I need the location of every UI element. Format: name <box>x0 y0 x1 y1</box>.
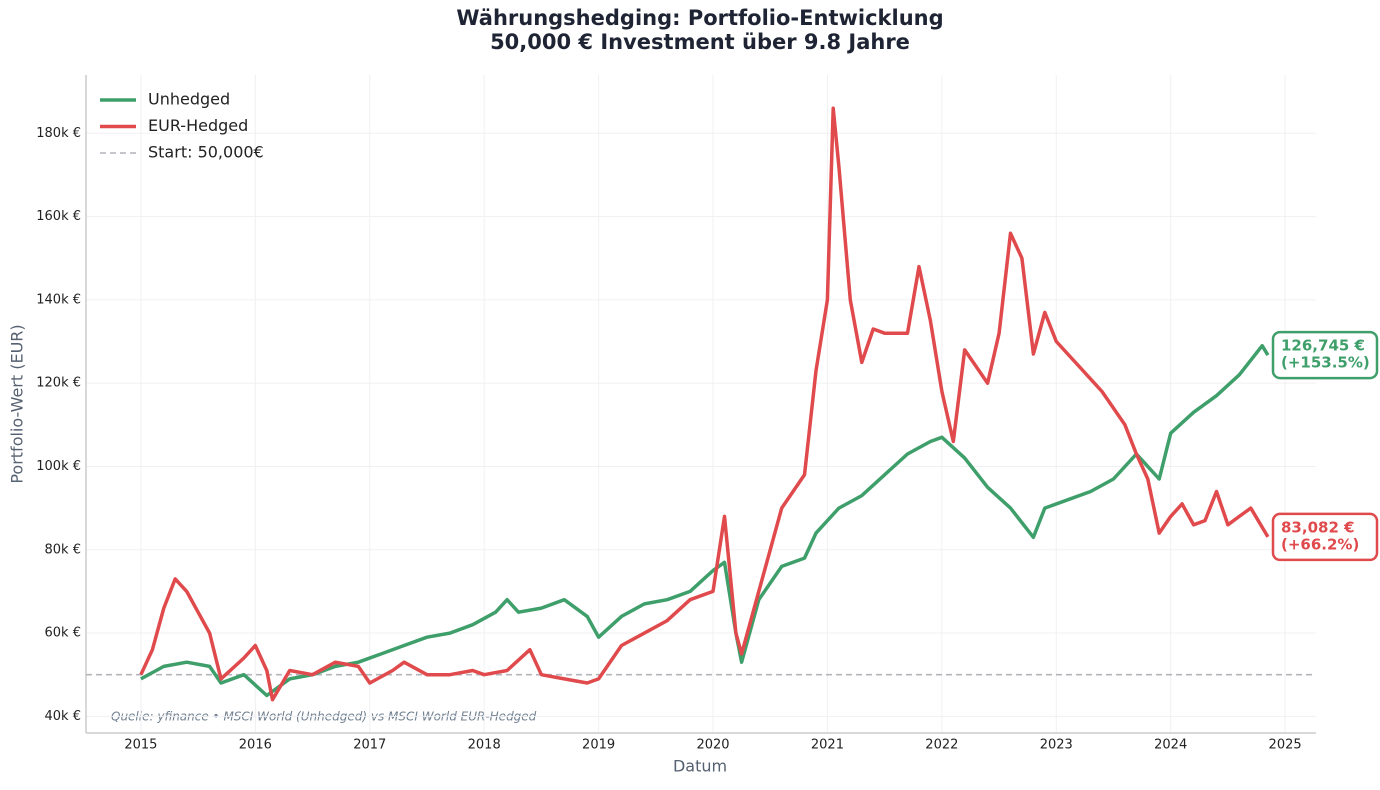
y-tick-label: 180k € <box>36 126 81 141</box>
x-tick-label: 2018 <box>468 738 501 753</box>
x-tick-label: 2022 <box>925 738 958 753</box>
x-tick-label: 2015 <box>124 738 157 753</box>
chart-title: Währungshedging: Portfolio-Entwicklung <box>456 6 943 30</box>
series-line <box>140 343 1270 698</box>
end-label-box <box>1271 512 1379 562</box>
end-label: (+66.2%) <box>1281 535 1359 553</box>
x-tick-label: 2020 <box>696 738 729 753</box>
chart-subtitle: 50,000 € Investment über 9.8 Jahre <box>490 30 910 54</box>
y-tick-label: 40k € <box>45 709 81 724</box>
y-axis-label: Portfolio-Wert (EUR) <box>8 324 27 483</box>
y-tick-label: 80k € <box>45 542 81 557</box>
end-label: 126,745 € <box>1281 337 1365 355</box>
y-tick-label: 160k € <box>36 209 81 224</box>
end-label: (+153.5%) <box>1281 354 1370 372</box>
x-tick-label: 2019 <box>582 738 615 753</box>
legend-label: Start: 50,000€ <box>148 143 264 162</box>
x-tick-label: 2024 <box>1154 738 1187 753</box>
end-label-box <box>1271 330 1379 380</box>
x-tick-label: 2016 <box>239 738 272 753</box>
series-line <box>139 106 1270 702</box>
x-tick-label: 2023 <box>1040 738 1073 753</box>
y-tick-label: 60k € <box>45 626 81 641</box>
y-tick-label: 100k € <box>36 459 81 474</box>
x-tick-label: 2025 <box>1269 738 1302 753</box>
x-tick-label: 2017 <box>353 738 386 753</box>
legend-label: Unhedged <box>148 90 230 109</box>
y-tick-label: 120k € <box>36 376 81 391</box>
end-label: 83,082 € <box>1281 518 1355 536</box>
x-axis-label: Datum <box>673 757 727 776</box>
legend-label: EUR-Hedged <box>148 116 248 135</box>
x-tick-label: 2021 <box>811 738 844 753</box>
y-tick-label: 140k € <box>36 292 81 307</box>
